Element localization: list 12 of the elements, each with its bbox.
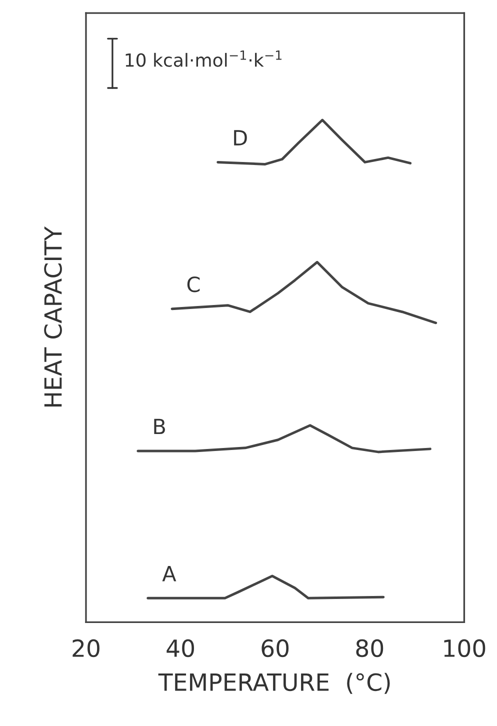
x-tick-label: 80 [356, 639, 384, 658]
x-tick-label: 100 [444, 639, 486, 658]
series-label: C [187, 276, 200, 292]
x-tick-label: 20 [72, 639, 100, 658]
x-tick-label: 40 [166, 639, 194, 658]
series-label: B [154, 418, 165, 434]
x-tick-label: 60 [262, 639, 289, 658]
text: 10 kcal·mol$^{−1}$·k$^{−1}$ [126, 50, 282, 67]
series-label: A [162, 566, 176, 582]
y-axis-title: HEAT CAPACITY [44, 226, 62, 406]
x-axis-title: TEMPERATURE (°C) [158, 672, 390, 694]
series-label: D [234, 130, 247, 146]
